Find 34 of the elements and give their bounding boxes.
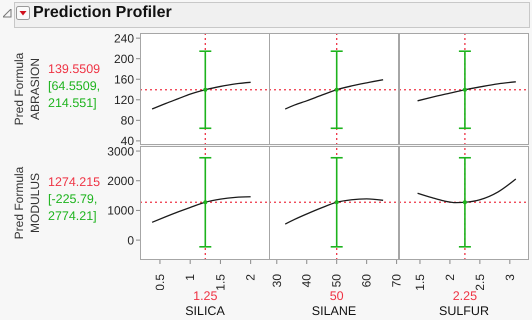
ref-line-label: 1.25 bbox=[192, 289, 218, 303]
y-tick-label: 200 bbox=[114, 52, 134, 66]
x-tick-label: 3 bbox=[502, 274, 517, 281]
y-tick-label: 0 bbox=[127, 233, 134, 248]
x-tick-label: 2 bbox=[244, 274, 258, 281]
text: [64.5509, 214.551] bbox=[48, 78, 100, 112]
y-tick-label: 160 bbox=[114, 72, 134, 86]
y-axis-title: Pred Formula ABRASION bbox=[11, 52, 43, 128]
x-axis-title: SULFUR bbox=[438, 304, 490, 318]
x-tick-label: 70 bbox=[390, 274, 404, 288]
x-axis-title: SILANE bbox=[310, 304, 358, 318]
x-axis-title: SILICA bbox=[184, 304, 226, 318]
y-tick-label: 120 bbox=[114, 93, 134, 108]
y-tick-label: 240 bbox=[114, 31, 134, 46]
y-tick-label: 1000 bbox=[107, 204, 134, 218]
chart-title: Prediction Profiler bbox=[33, 4, 172, 22]
x-tick-label: 30 bbox=[270, 274, 284, 288]
x-tick-label: 60 bbox=[360, 274, 374, 288]
x-tick-label: 50 bbox=[330, 274, 344, 288]
y-tick-label: 80 bbox=[120, 114, 134, 128]
ref-line-label: 2.25 bbox=[452, 289, 478, 303]
x-tick-label: 2 bbox=[442, 274, 457, 281]
x-tick-label: 40 bbox=[300, 274, 314, 288]
x-tick-label: 0.5 bbox=[152, 274, 167, 291]
x-tick-label: 1 bbox=[183, 274, 198, 281]
ref-line-label: 139.5509 bbox=[48, 61, 100, 78]
x-tick-label: 1.5 bbox=[412, 274, 427, 291]
text: [-225.79, 2774.21] bbox=[48, 191, 98, 225]
y-axis-title: Pred Formula MODULUS bbox=[11, 166, 43, 242]
x-tick-label: 2.5 bbox=[472, 274, 487, 291]
x-tick-label: 1.5 bbox=[213, 274, 228, 291]
y-tick-label: 2000 bbox=[107, 174, 134, 188]
ref-line-label: 1274.215 bbox=[48, 174, 100, 191]
ref-line-label: 50 bbox=[328, 289, 345, 303]
